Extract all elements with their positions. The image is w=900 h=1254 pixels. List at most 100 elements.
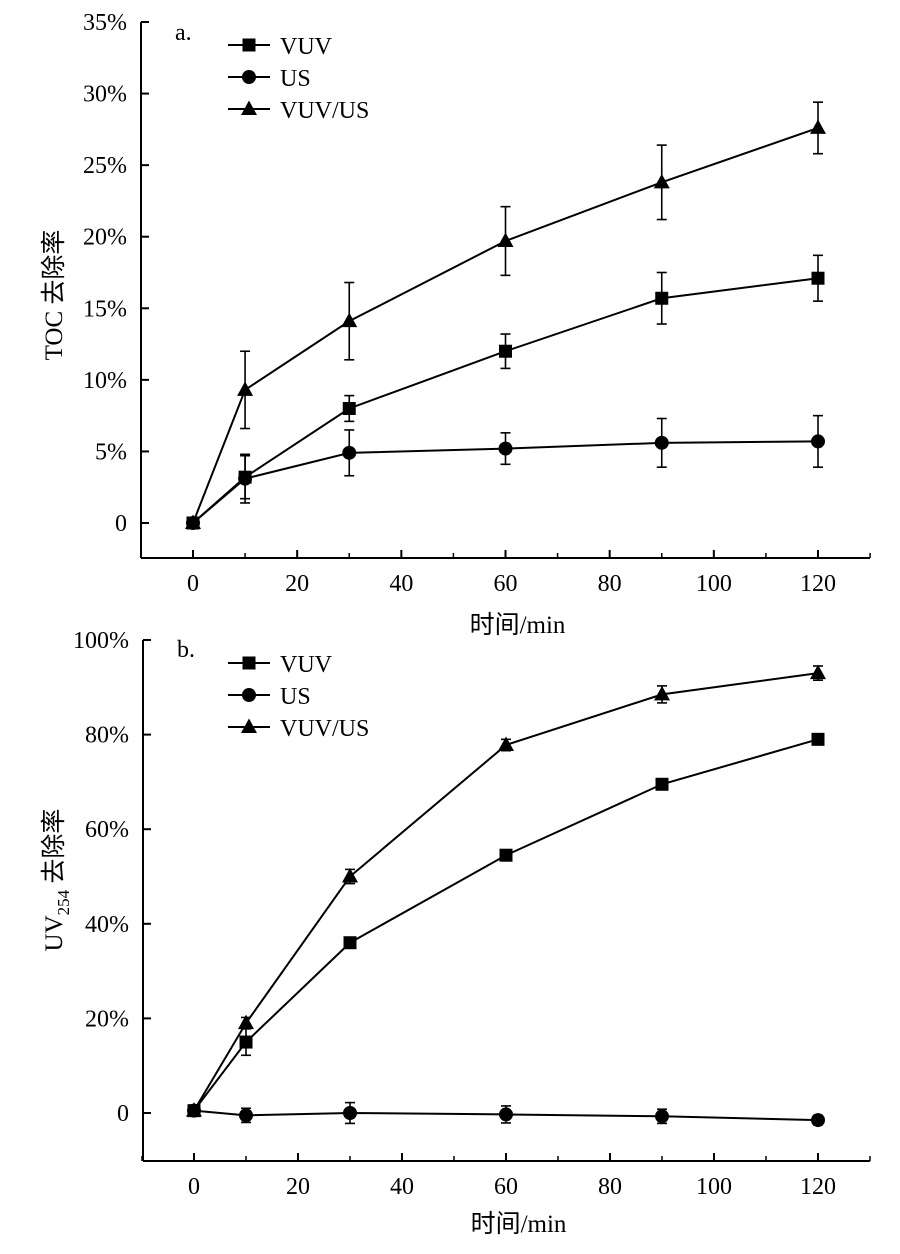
chart-panel-a: 0 5% 10% 15% 20% 25% 30% 35% 0 20 40 60 80 100 120 a. 时间… <box>40 10 871 639</box>
data-point <box>342 445 357 460</box>
legend-label: VUV/US <box>280 98 369 124</box>
data-point <box>238 1014 254 1030</box>
data-point <box>654 435 669 450</box>
data-point <box>343 936 357 950</box>
data-point <box>499 1107 513 1122</box>
data-point <box>239 1035 253 1049</box>
x-tick-label: 0 <box>188 1174 200 1200</box>
panel-label: a. <box>175 20 192 46</box>
data-point <box>239 1108 253 1123</box>
panel-label: b. <box>177 637 195 663</box>
x-axis-label: 时间/min <box>471 1210 567 1238</box>
series-vuv-us <box>185 101 826 529</box>
y-tick-label: 40% <box>85 912 129 938</box>
series-vuv <box>186 254 825 530</box>
data-point <box>810 664 826 680</box>
x-tick-label: 40 <box>390 1174 414 1200</box>
series-line <box>193 672 819 1112</box>
series-line <box>192 277 819 524</box>
y-axis-label: UV254 去除率 <box>40 809 73 952</box>
series-line <box>193 1109 819 1122</box>
y-tick-label: 15% <box>83 296 127 322</box>
y-tick-label: 20% <box>85 1006 129 1032</box>
y-tick-label: 30% <box>83 82 127 108</box>
y-tick-label: 10% <box>83 368 127 394</box>
data-point <box>655 777 669 791</box>
y-tick-label: 20% <box>83 225 127 251</box>
x-tick-label: 60 <box>494 571 518 597</box>
x-tick-label: 20 <box>285 571 309 597</box>
x-tick-label: 80 <box>598 571 622 597</box>
x-tick-label: 60 <box>494 1174 518 1200</box>
y-axis-label-tail: 去除率 <box>40 809 68 890</box>
legend-label: VUV <box>280 652 333 678</box>
data-point <box>342 868 358 883</box>
y-tick-label: 60% <box>85 817 129 843</box>
y-tick-label: 0 <box>115 511 127 537</box>
data-point <box>498 736 514 752</box>
y-tick-label: 5% <box>95 439 127 465</box>
x-axis-label: 时间/min <box>470 611 566 639</box>
y-axis-label: TOC 去除率 <box>40 230 68 361</box>
y-tick-label: 25% <box>83 153 127 179</box>
data-point <box>342 401 356 415</box>
legend-entry: VUV/US <box>228 716 369 742</box>
legend-marker <box>242 70 256 84</box>
x-tick-label: 120 <box>800 1174 836 1200</box>
legend-label: US <box>280 66 311 92</box>
data-point <box>811 434 825 449</box>
data-point <box>654 685 670 701</box>
legend-entry: US <box>228 66 311 92</box>
data-point <box>811 1113 825 1128</box>
data-point <box>341 312 358 328</box>
data-point <box>499 344 512 358</box>
data-point <box>811 732 825 746</box>
legend-label: VUV <box>280 34 333 60</box>
legend-marker <box>241 718 257 733</box>
y-tick-label: 100% <box>73 628 129 654</box>
y-tick-label: 80% <box>85 723 129 749</box>
data-point <box>238 471 253 486</box>
y-axis-label-subscript: 254 <box>54 889 73 915</box>
legend-marker <box>242 688 256 702</box>
legend-label: US <box>280 684 311 710</box>
series-line <box>192 126 819 524</box>
data-point <box>653 173 670 189</box>
x-tick-label: 100 <box>696 571 732 597</box>
legend-marker <box>242 38 256 52</box>
data-point <box>810 119 826 134</box>
series-us <box>187 1101 825 1128</box>
y-axis-label-main: UV <box>41 915 68 951</box>
x-tick-label: 0 <box>187 571 199 597</box>
legend-marker <box>241 100 257 115</box>
data-point <box>237 381 254 396</box>
data-point <box>811 271 825 285</box>
x-tick-label: 80 <box>598 1174 622 1200</box>
data-point <box>498 441 513 456</box>
series-line <box>192 440 819 524</box>
y-axis-label-main: TOC 去除率 <box>40 230 68 361</box>
chart-panel-b: 0 20% 40% 60% 80% 100% 0 20 40 60 80 100 120 b. 时间/min… <box>40 628 871 1238</box>
x-tick-label: 40 <box>389 571 413 597</box>
y-tick-label: 35% <box>83 10 127 36</box>
y-tick-label: 0 <box>117 1101 129 1127</box>
data-point <box>499 848 513 862</box>
legend-label: VUV/US <box>280 716 369 742</box>
legend-entry: US <box>228 684 311 710</box>
legend-entry: VUV <box>228 34 333 60</box>
x-tick-label: 100 <box>696 1174 732 1200</box>
series-vuv <box>187 732 825 1118</box>
data-point <box>343 1106 357 1120</box>
data-point <box>497 232 514 248</box>
data-point <box>655 291 669 305</box>
series-vuv-us <box>186 664 826 1117</box>
data-point <box>186 1102 202 1117</box>
series-line <box>193 738 819 1112</box>
series-us <box>186 414 825 530</box>
data-point <box>655 1109 669 1124</box>
x-tick-label: 20 <box>286 1174 310 1200</box>
legend-entry: VUV/US <box>228 98 369 124</box>
x-tick-label: 120 <box>800 571 836 597</box>
legend-marker <box>242 656 256 670</box>
